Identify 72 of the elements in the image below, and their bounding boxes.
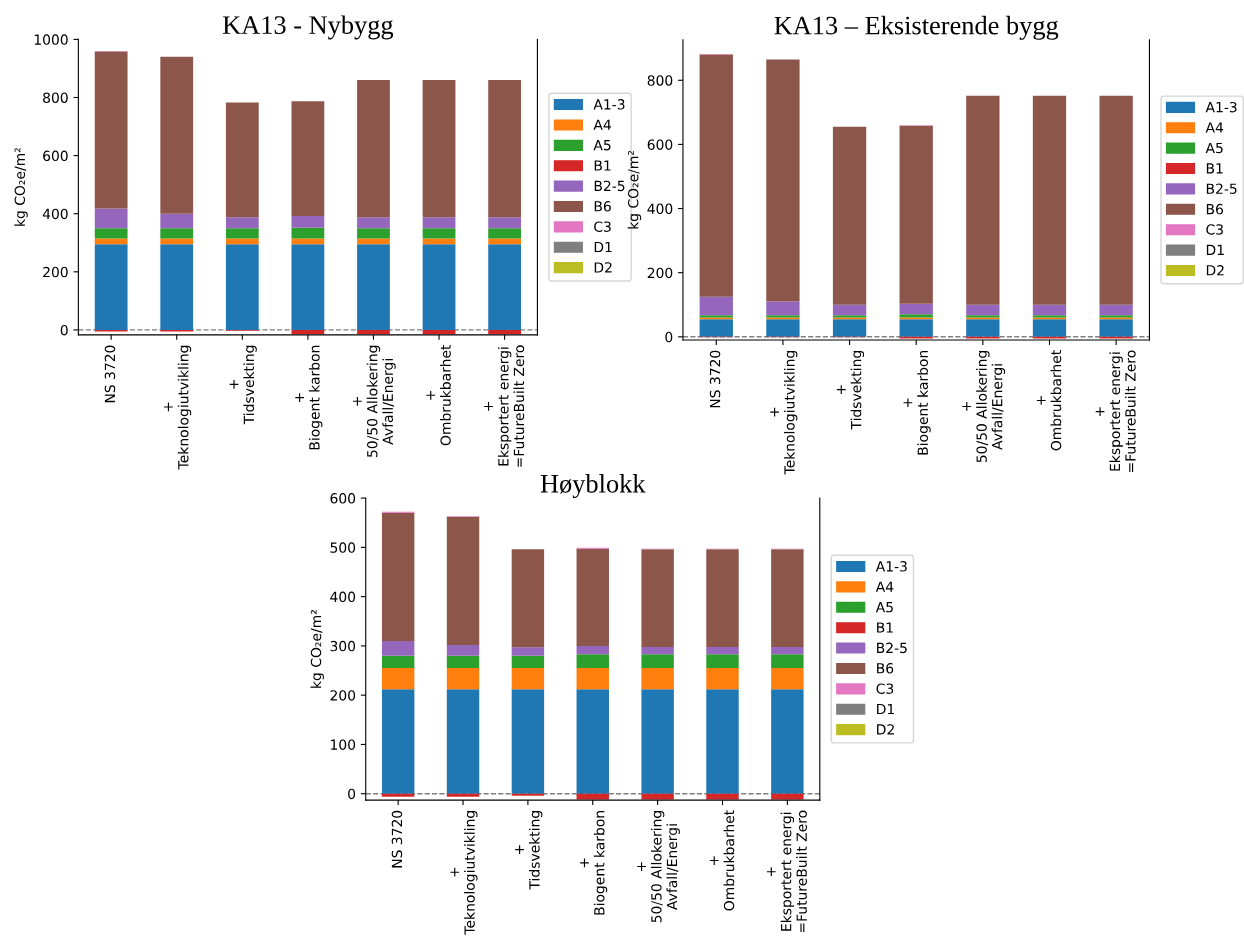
y-tick-label: 200 [43,266,68,278]
chart-title: KA13 – Eksisterende bygg [774,15,1059,40]
y-tick-label: 800 [43,92,68,103]
x-tick-label: + Teknologiutvikling [164,345,192,470]
x-tick-label: + Ombrukbarhet [426,344,451,446]
y-tick-label: 600 [43,150,68,162]
legend-label: A5 [875,602,893,613]
legend-label: D2 [594,262,612,273]
x-tick-label: + Ombrukbarhet [1036,350,1062,451]
legend-label: A4 [875,581,894,592]
legend-label: A4 [593,119,611,130]
legend-label: B1 [877,622,893,633]
legend-label: A5 [1205,142,1223,154]
y-tick-label: 800 [647,75,673,86]
y-tick-label: 200 [647,267,673,279]
y-tick-label: 100 [331,739,356,750]
legend-label: D1 [1206,244,1224,255]
x-tick-label: + Eksportert energi =FutureBuilt Zero [766,810,807,933]
legend-label: B1 [1206,163,1223,174]
legend-label: D1 [594,242,612,253]
legend-label: D2 [877,724,894,735]
legend-label: B6 [594,201,611,212]
x-tick-label: + 50/50 Allokering Avfall/Energi [962,351,1006,463]
x-tick-label: + Tidsvekting [229,345,257,425]
legend-label: A1-3 [1205,101,1237,113]
x-tick-label: + Eksportert energi =FutureBuilt Zero [484,345,525,467]
legend-label: B2-5 [1206,183,1237,194]
legend-label: D1 [877,703,894,715]
x-tick-label: + Tidsvekting [515,811,543,890]
legend-label: B1 [594,160,611,171]
y-tick-label: 0 [665,331,673,343]
y-tick-label: 200 [330,690,356,701]
x-tick-label: + 50/50 Allokering Avfall/Energi [353,345,396,457]
legend-label: A1-3 [875,561,907,572]
legend-label: B2-5 [594,180,625,192]
chart-title: Høyblokk [540,474,646,499]
y-tick-label: 400 [647,203,673,215]
x-tick-label: + Biogent karbon [295,345,323,450]
y-tick-label: 600 [647,139,673,150]
x-tick-label: + Biogent karbon [903,350,931,455]
legend-label: B2-5 [877,642,907,654]
legend-label: A4 [1205,122,1224,133]
x-tick-label: + 50/50 Allokering Avfall/Energi [637,811,680,923]
y-tick-label: 300 [330,640,356,652]
y-tick-label: 500 [330,542,356,553]
legend-label: C3 [594,221,611,232]
x-tick-label: NS 3720 [709,350,721,408]
x-tick-label: + Biogent karbon [580,811,608,915]
x-tick-label: NS 3720 [391,810,403,868]
y-axis-title: kg CO₂e/m² [14,148,28,226]
legend-label: B6 [877,663,894,674]
y-axis-title: kg CO₂e/m² [310,610,324,688]
x-tick-label: + Teknologiutvikling [770,351,798,475]
y-tick-label: 0 [60,324,68,336]
y-tick-label: 400 [330,591,356,603]
legend-label: C3 [1206,224,1223,235]
x-tick-label: + Tidsvekting [836,351,865,430]
y-tick-label: 1000 [34,34,68,45]
legend-label: D2 [1206,265,1224,276]
x-tick-label: + Ombrukbarhet [709,810,735,911]
y-tick-label: 600 [330,493,356,504]
legend-label: C3 [876,683,894,694]
y-tick-label: 0 [348,788,356,800]
chart-title: KA13 - Nybygg [222,15,394,40]
x-tick-label: NS 3720 [104,345,116,403]
y-tick-label: 400 [42,208,68,220]
legend-label: A1-3 [593,99,625,110]
legend-label: B6 [1206,203,1223,215]
legend-label: A5 [593,140,611,151]
x-tick-label: + Eksportert energi =FutureBuilt Zero [1095,350,1136,472]
y-axis-title: kg CO₂e/m² [627,150,642,229]
x-tick-label: + Teknologiutvikling [450,811,478,935]
